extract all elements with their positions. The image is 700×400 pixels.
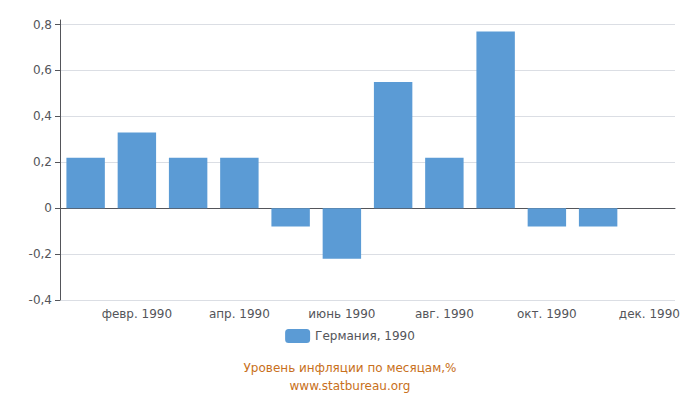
svg-text:Уровень инфляции по месяцам,%: Уровень инфляции по месяцам,% [244,361,457,375]
svg-text:0,6: 0,6 [33,63,52,77]
svg-text:июнь 1990: июнь 1990 [308,307,375,321]
svg-text:-0,2: -0,2 [29,247,52,261]
svg-text:www.statbureau.org: www.statbureau.org [290,379,411,393]
svg-text:0,2: 0,2 [33,155,52,169]
svg-text:-0,4: -0,4 [29,293,52,307]
svg-text:дек. 1990: дек. 1990 [619,307,680,321]
svg-text:февр. 1990: февр. 1990 [102,307,173,321]
svg-text:0: 0 [44,201,52,215]
svg-text:апр. 1990: апр. 1990 [209,307,270,321]
svg-text:окт. 1990: окт. 1990 [517,307,577,321]
svg-text:Германия, 1990: Германия, 1990 [315,329,415,343]
svg-text:0,4: 0,4 [33,109,52,123]
svg-text:авг. 1990: авг. 1990 [415,307,474,321]
svg-text:0,8: 0,8 [33,18,52,32]
